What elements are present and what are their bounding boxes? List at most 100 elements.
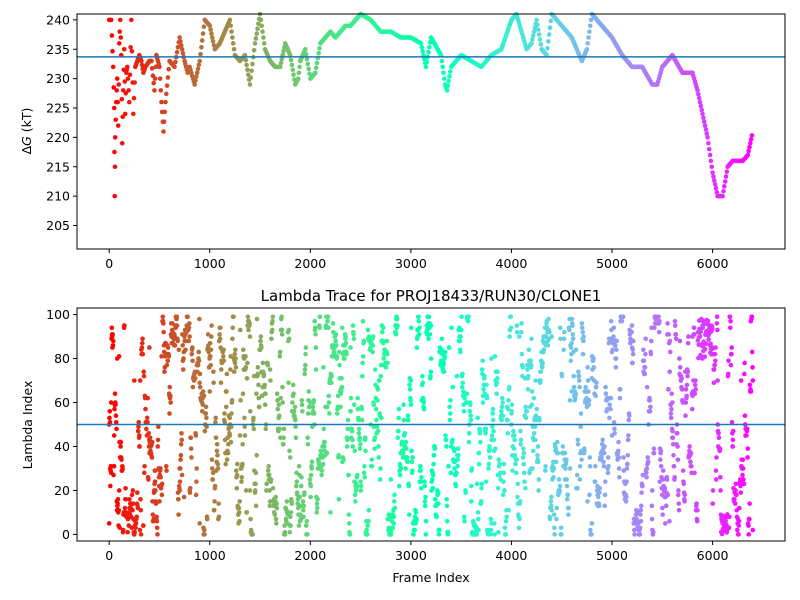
lambda-point	[586, 402, 592, 408]
lambda-point	[571, 373, 576, 379]
lambda-point	[648, 351, 654, 357]
lambda-point	[120, 527, 126, 533]
lambda-point	[507, 384, 512, 390]
lambda-point	[511, 446, 517, 451]
lambda-point	[717, 446, 723, 451]
lambda-point	[178, 457, 183, 462]
lambda-point	[303, 523, 309, 528]
delta-g-point	[316, 50, 322, 56]
lambda-point	[290, 400, 295, 405]
lambda-point	[608, 318, 614, 324]
lambda-point	[447, 411, 453, 416]
lambda-point	[640, 483, 645, 489]
lambda-point	[466, 314, 471, 320]
lambda-point	[511, 428, 516, 434]
lambda-point	[589, 521, 595, 526]
lambda-point	[320, 461, 326, 467]
delta-g-point	[261, 35, 266, 40]
delta-g-point	[440, 64, 445, 70]
lambda-point	[299, 398, 305, 403]
lambda-point	[549, 494, 554, 500]
lambda-point	[531, 395, 537, 401]
lambda-point	[561, 336, 567, 342]
lambda-point	[143, 406, 148, 412]
lambda-point	[594, 380, 599, 386]
lambda-point	[119, 457, 124, 462]
lambda-point	[375, 387, 381, 392]
delta-g-point	[709, 164, 715, 170]
lambda-point	[666, 332, 672, 337]
lambda-point	[581, 338, 586, 344]
lambda-point	[519, 329, 524, 335]
lambda-point	[130, 488, 136, 493]
delta-g-point	[427, 44, 432, 50]
lambda-point	[553, 459, 559, 465]
lambda-point	[685, 373, 690, 379]
lambda-point	[543, 463, 548, 469]
lambda-point	[308, 400, 313, 405]
lambda-point	[638, 518, 644, 524]
lambda-point	[568, 358, 574, 364]
lambda-point	[234, 485, 240, 491]
lambda-point	[563, 466, 568, 471]
lambda-point	[317, 325, 322, 331]
lambda-point	[489, 356, 494, 361]
lambda-point	[183, 347, 188, 353]
lambda-point	[687, 444, 692, 449]
lambda-point	[360, 373, 365, 379]
lambda-point	[641, 347, 646, 353]
lambda-point	[667, 349, 673, 355]
lambda-point	[555, 439, 560, 445]
lambda-point	[582, 448, 587, 454]
lambda-point	[334, 354, 340, 359]
delta-g-point	[139, 58, 144, 64]
delta-g-point	[114, 76, 120, 81]
lambda-point	[364, 527, 370, 533]
lambda-point	[685, 369, 691, 375]
lambda-point	[450, 437, 455, 443]
lambda-point	[499, 409, 504, 414]
lambda-point	[204, 424, 209, 430]
lambda-point	[587, 492, 592, 498]
lambda-point	[359, 406, 365, 412]
lambda-point	[273, 516, 279, 522]
lambda-point	[330, 321, 336, 326]
delta-g-point	[197, 58, 202, 64]
lambda-point	[339, 376, 344, 381]
lambda-point	[209, 334, 214, 339]
lambda-point	[745, 455, 750, 460]
lambda-point	[133, 521, 139, 526]
lambda-point	[223, 404, 229, 410]
delta-g-point	[249, 68, 254, 74]
delta-g-y-tick-label: 235	[46, 42, 70, 57]
lambda-x-tick-label: 0	[105, 548, 113, 563]
lambda-point	[697, 334, 703, 339]
lambda-point	[228, 367, 233, 372]
lambda-point	[242, 415, 247, 421]
lambda-point	[401, 417, 407, 423]
lambda-point	[236, 505, 242, 511]
delta-g-panel: 0 1000 2000 3000 4000 5000 6000 205 210 215 220 22…	[19, 11, 786, 271]
lambda-point	[250, 532, 255, 537]
lambda-point	[505, 406, 511, 412]
lambda-point	[620, 314, 626, 320]
lambda-point	[492, 446, 498, 451]
lambda-point	[436, 532, 442, 537]
lambda-point	[277, 426, 282, 432]
delta-g-point	[441, 76, 447, 81]
delta-g-point	[306, 66, 311, 72]
delta-g-point	[125, 76, 131, 81]
lambda-point	[326, 411, 332, 416]
lambda-point	[578, 411, 584, 416]
lambda-point	[746, 523, 751, 528]
lambda-point	[519, 321, 524, 326]
lambda-point	[490, 424, 495, 430]
lambda-point	[247, 334, 253, 339]
lambda-point	[361, 338, 367, 344]
delta-g-point	[113, 117, 119, 123]
delta-g-point	[250, 61, 255, 67]
lambda-point	[398, 466, 404, 471]
lambda-point	[477, 428, 483, 434]
lambda-point	[253, 503, 259, 509]
lambda-point	[356, 426, 362, 432]
